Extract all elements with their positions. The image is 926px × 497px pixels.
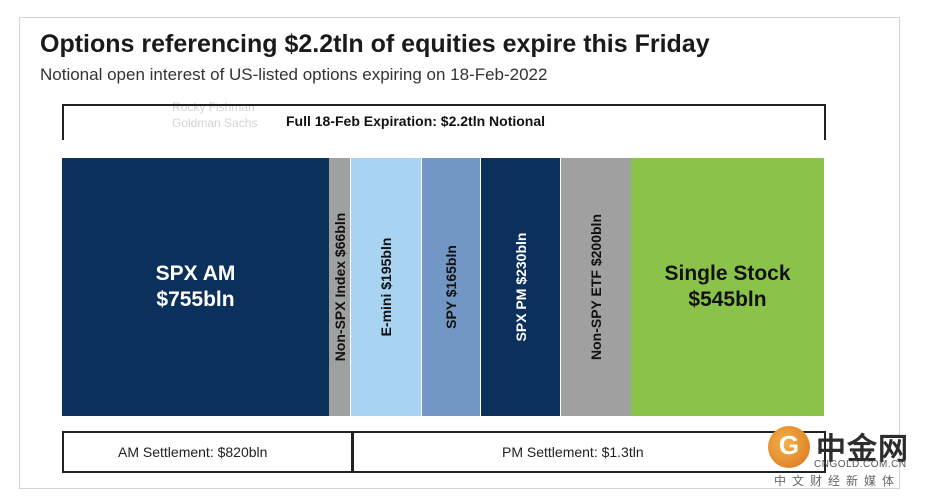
logo-mark-icon: G [768,426,810,468]
pm-settlement-bracket [351,431,826,473]
segment-name: Single Stock [664,262,791,285]
segment-non-spy-etf: Non-SPY ETF $200bln [561,158,631,416]
segment-value: $545bln [688,288,767,311]
segment-value: $755bln [156,288,235,311]
segment-spx-am: SPX AM $755bln [62,158,329,416]
segment-label: Single Stock $545bln [631,261,824,313]
publisher-logo: G 中金网 CNGOLD.COM.CN 中文财经新媒体 [768,424,918,490]
segment-label: SPX AM $755bln [62,261,329,313]
logo-url: CNGOLD.COM.CN [814,459,907,470]
am-settlement-label: AM Settlement: $820bln [118,444,268,460]
chart-title: Options referencing $2.2tln of equities … [40,30,710,58]
logo-name: 中金网 [816,433,909,466]
chart-subtitle: Notional open interest of US-listed opti… [40,65,548,84]
pm-settlement-label: PM Settlement: $1.3tln [502,444,644,460]
segment-spy: SPY $165bln [422,158,480,416]
logo-tagline: 中文财经新媒体 [774,474,901,488]
total-label: Full 18-Feb Expiration: $2.2tln Notional [286,113,546,129]
segment-name: SPX AM [155,262,236,285]
logo-glyph: G [778,430,800,460]
segment-spx-pm: SPX PM $230bln [481,158,560,416]
segment-label: E-mini $195bln [378,237,394,337]
segment-label: SPX PM $230bln [512,232,529,342]
segment-label: Non-SPY ETF $200bln [588,214,604,360]
am-settlement-bracket [62,431,354,473]
watermark-author: Rocky Fishman [172,100,255,114]
watermark-org: Goldman Sachs [172,116,258,130]
segment-non-spx-index: Non-SPX Index $66bln [329,158,350,416]
segment-single-stock: Single Stock $545bln [631,158,824,416]
settlement-baseline [62,471,824,473]
total-bracket [62,104,826,140]
segment-label: Non-SPX Index $66bln [331,212,348,362]
segment-e-mini: E-mini $195bln [351,158,421,416]
segment-label: SPY $165bln [443,245,459,329]
